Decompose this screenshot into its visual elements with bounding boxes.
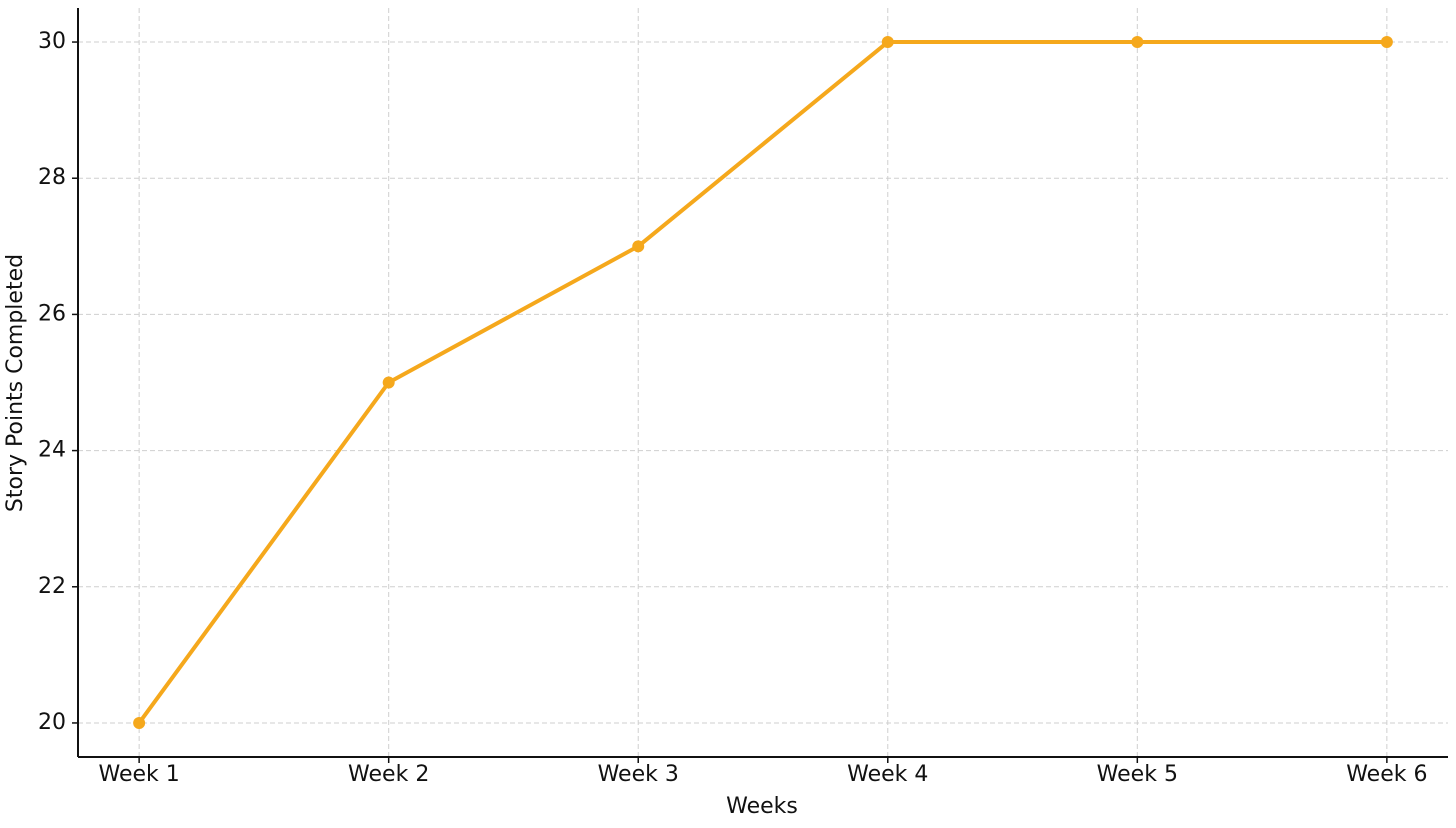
y-tick-label: 26 bbox=[38, 301, 66, 326]
point bbox=[632, 240, 645, 253]
point bbox=[881, 36, 894, 49]
x-tick-label: Week 2 bbox=[348, 762, 429, 787]
y-tick-label: 22 bbox=[38, 574, 66, 599]
point bbox=[382, 376, 395, 389]
y-tick-label: 24 bbox=[38, 438, 66, 463]
point bbox=[1380, 36, 1393, 49]
x-tick-label: Week 4 bbox=[847, 762, 928, 787]
y-axis-label: Story Points Completed bbox=[3, 254, 28, 512]
point bbox=[133, 716, 146, 729]
x-axis-label: Weeks bbox=[726, 794, 798, 819]
x-tick-label: Week 1 bbox=[99, 762, 180, 787]
y-tick-label: 28 bbox=[38, 165, 66, 190]
x-tick-label: Week 6 bbox=[1346, 762, 1427, 787]
x-tick-label: Week 5 bbox=[1097, 762, 1178, 787]
line bbox=[137, 40, 1387, 725]
y-tick-label: 20 bbox=[38, 710, 66, 735]
y-tick-label: 30 bbox=[38, 29, 66, 54]
x-tick-label: Week 3 bbox=[598, 762, 679, 787]
point bbox=[1131, 36, 1144, 49]
